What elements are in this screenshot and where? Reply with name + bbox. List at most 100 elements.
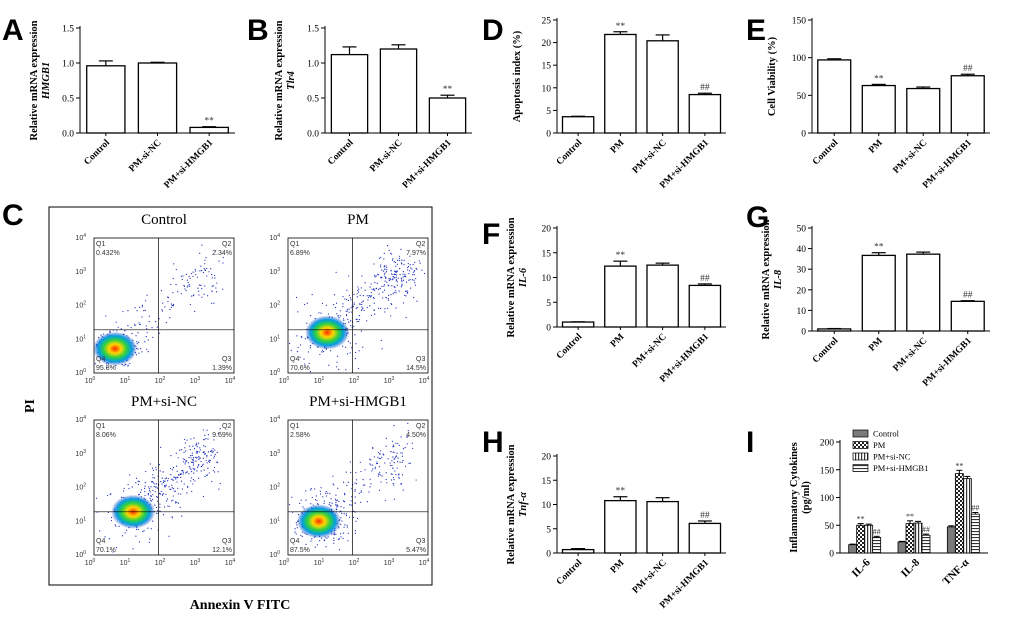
flow-event-dot [329,493,331,495]
flow-event-dot [360,309,363,312]
flow-event-dot [374,466,376,468]
flow-event-dot [107,494,109,497]
flow-event-dot [152,498,154,501]
flow-event-dot [333,537,335,539]
bar-i [913,522,923,554]
flow-event-dot [390,464,392,467]
flow-event-dot [377,288,380,290]
flow-event-dot [385,445,387,447]
bar-i [921,534,931,554]
flow-event-dot [370,296,372,298]
flow-event-dot [122,490,125,492]
flow-event-dot [366,295,368,297]
flow-event-dot [147,527,149,529]
flow-event-dot [404,465,407,467]
flow-event-dot [186,279,189,281]
flow-event-dot [408,272,410,275]
x-tick-label-d: Control [555,138,585,168]
flow-event-dot [393,261,395,263]
flow-event-dot [320,312,322,314]
flow-event-dot [122,310,124,313]
flow-event-dot [379,457,381,460]
flow-event-dot [323,500,326,502]
flow-event-dot [115,546,118,549]
flow-event-dot [386,281,388,283]
flow-event-dot [397,461,399,463]
flow-event-dot [188,284,190,286]
flow-event-dot [321,302,324,305]
flow-event-dot [406,435,408,437]
flow-event-dot [172,488,174,490]
flow-event-dot [403,279,405,281]
significance-label-i: ** [857,515,865,524]
flow-event-dot [162,493,165,495]
flow-event-dot [144,491,146,493]
flow-event-dot [362,294,364,297]
flow-density-core [296,504,341,539]
flow-x-tick-label: 104 [225,376,236,385]
flow-event-dot [395,279,397,281]
flow-event-dot [350,500,352,502]
y-tick-label-d: 20 [542,39,552,49]
bar-e [906,87,941,134]
flow-event-dot [409,279,411,281]
flow-event-dot [348,321,350,323]
flow-event-dot [179,506,181,508]
flow-event-dot [373,302,375,304]
flow-event-dot [340,510,342,512]
flow-event-dot [411,442,413,444]
flow-event-dot [216,282,218,284]
flow-event-dot [175,477,177,479]
flow-event-dot [200,465,203,468]
y-label-group-g: Relative mRNA expression IL-8 [761,219,784,339]
quadrant-q1-label: Q1 [290,423,299,430]
flow-event-dot [181,515,183,517]
flow-event-dot [212,470,214,472]
flow-event-dot [194,268,196,270]
flow-event-dot [159,506,161,508]
flow-y-tick-label: 100 [75,550,86,559]
flow-plot-title: PM+si-HMGB1 [309,394,407,410]
flow-event-dot [412,263,414,266]
x-tick-label-f: Control [555,332,585,362]
flow-event-dot [206,474,209,476]
flow-event-dot [383,252,385,254]
flow-event-dot [296,527,298,529]
flow-event-dot [303,358,305,360]
quadrant-q4-value: 95.8% [96,365,116,372]
y-tick-label-g: 10 [797,307,807,317]
flow-event-dot [211,277,213,279]
significance-label-e: ** [874,74,884,84]
flow-event-dot [400,482,403,485]
flow-event-dot [152,477,154,479]
bar-d [561,116,595,134]
y-tick-label-d: 10 [542,84,552,94]
flow-event-dot [408,462,410,465]
flow-event-dot [396,263,399,265]
flow-event-dot [192,275,194,278]
y-tick-label-h: 15 [542,477,552,487]
y-tick-label-h: 5 [546,525,551,535]
flow-y-tick-exponent: 4 [83,415,86,421]
flow-event-dot [144,485,146,487]
flow-event-dot [191,459,194,461]
significance-label-d: ## [700,83,710,93]
flow-event-dot [311,538,313,540]
flow-event-dot [173,263,175,265]
flow-event-dot [160,290,163,292]
flow-event-dot [167,300,169,303]
flow-x-tick-label: 103 [384,558,395,567]
flow-event-dot [198,455,200,458]
flow-event-dot [139,323,141,325]
flow-event-dot [332,475,334,477]
significance-label-h: ** [616,487,626,497]
flow-event-dot [194,456,196,458]
flow-event-dot [369,286,371,288]
flow-event-dot [170,488,172,490]
flow-event-dot [180,275,182,277]
flow-plot-title: PM+si-NC [131,394,197,410]
flow-event-dot [395,456,397,458]
flow-event-dot [161,494,164,496]
flow-density-core [93,331,137,366]
flow-event-dot [399,461,401,463]
